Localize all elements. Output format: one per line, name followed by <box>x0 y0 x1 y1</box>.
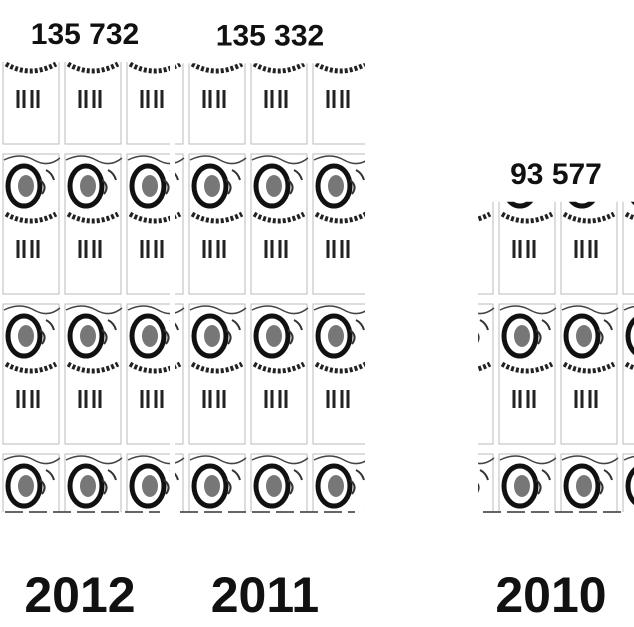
value-label: 135 332 <box>216 19 324 52</box>
plot-area: 135 732 2012 135 332 2011 93 577 2010 <box>0 18 634 623</box>
sack-stack <box>0 62 170 512</box>
category-label: 2011 <box>211 567 319 623</box>
value-label: 93 577 <box>510 158 602 191</box>
sack-stack <box>478 202 634 512</box>
category-label: 2010 <box>495 567 606 623</box>
category-label: 2012 <box>24 567 135 623</box>
page: 135 7322012135 332201193 5772010 (() => … <box>0 0 634 627</box>
chart: 135 732 2012 135 332 2011 93 577 2010 <box>0 0 634 627</box>
sack-stack <box>175 63 365 512</box>
value-label: 135 732 <box>31 18 139 51</box>
